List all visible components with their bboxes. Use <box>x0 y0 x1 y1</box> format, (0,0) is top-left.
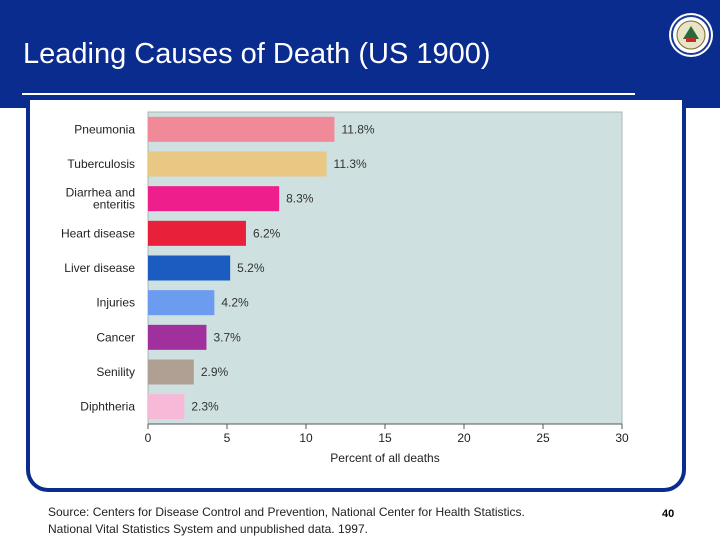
source-line-2: National Vital Statistics System and unp… <box>48 522 368 536</box>
source-note: Source: Centers for Disease Control and … <box>48 504 525 538</box>
value-label: 11.8% <box>341 122 374 136</box>
bar-5 <box>148 290 215 316</box>
value-label: 8.3% <box>286 192 314 206</box>
slide-title: Leading Causes of Death (US 1900) <box>23 38 491 70</box>
x-tick-label: 25 <box>536 431 550 445</box>
category-label: Pneumonia <box>74 122 135 136</box>
value-label: 4.2% <box>221 296 249 310</box>
category-label: Liver disease <box>64 261 135 275</box>
slide-header: Leading Causes of Death (US 1900) <box>0 0 720 108</box>
category-label: Diarrhea and enteritis <box>66 186 135 212</box>
x-tick-label: 20 <box>457 431 471 445</box>
x-tick-label: 15 <box>378 431 392 445</box>
value-label: 2.9% <box>201 365 229 379</box>
bar-0 <box>148 116 335 142</box>
bar-8 <box>148 394 185 420</box>
causes-of-death-bar-chart: 11.8% Pneumonia 11.3% Tuberculosis 8.3% Diarr… <box>61 111 629 465</box>
bar-7 <box>148 359 194 385</box>
page-number: 40 <box>662 508 675 520</box>
x-tick-label: 0 <box>145 431 152 445</box>
x-tick-label: 30 <box>615 431 629 445</box>
x-tick-label: 5 <box>224 431 231 445</box>
category-label: Injuries <box>96 296 135 310</box>
bar-3 <box>148 220 246 246</box>
bar-2 <box>148 186 280 212</box>
category-label: Heart disease <box>61 226 135 240</box>
bar-6 <box>148 324 207 350</box>
bar-4 <box>148 255 231 281</box>
value-label: 3.7% <box>213 330 241 344</box>
category-label: Senility <box>96 365 135 379</box>
value-label: 5.2% <box>237 261 265 275</box>
source-line-1: Source: Centers for Disease Control and … <box>48 505 525 519</box>
x-tick-label: 10 <box>299 431 313 445</box>
value-label: 11.3% <box>334 157 367 171</box>
university-seal-icon <box>669 13 713 57</box>
value-label: 6.2% <box>253 226 281 240</box>
category-label: Tuberculosis <box>67 157 135 171</box>
bar-1 <box>148 151 327 177</box>
header-underline <box>22 93 635 95</box>
value-label: 2.3% <box>191 400 219 414</box>
x-axis-title: Percent of all deaths <box>330 451 439 465</box>
category-label: Cancer <box>96 330 135 344</box>
category-label: Diphtheria <box>80 400 135 414</box>
